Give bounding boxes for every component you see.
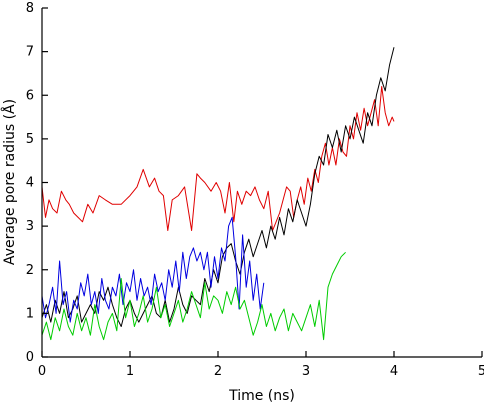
series-line-green	[41, 251, 346, 341]
x-tick-label: 1	[126, 364, 134, 379]
y-tick-label: 4	[26, 176, 34, 191]
y-ticks: 0 1 2 3 4 5 6 7 8	[26, 1, 48, 365]
y-axis-title: Average pore radius (Å)	[1, 99, 18, 265]
y-tick-label: 8	[26, 1, 34, 16]
x-tick-label: 2	[214, 364, 222, 379]
y-tick-label: 7	[26, 45, 34, 60]
series-line-red	[41, 86, 395, 231]
x-tick-label: 3	[302, 364, 310, 379]
plot-lines	[41, 47, 395, 341]
x-axis-title: Time (ns)	[228, 388, 295, 404]
y-tick-label: 3	[26, 219, 34, 234]
y-tick-label: 6	[26, 88, 34, 103]
y-tick-label: 0	[26, 350, 34, 365]
x-tick-label: 4	[390, 364, 398, 379]
x-tick-label: 5	[478, 364, 484, 379]
y-tick-label: 1	[26, 306, 34, 321]
series-line-blue	[41, 216, 265, 323]
x-ticks: 0 1 2 3 4 5	[38, 351, 484, 379]
y-tick-label: 2	[26, 263, 34, 278]
x-tick-label: 0	[38, 364, 46, 379]
y-tick-label: 5	[26, 132, 34, 147]
